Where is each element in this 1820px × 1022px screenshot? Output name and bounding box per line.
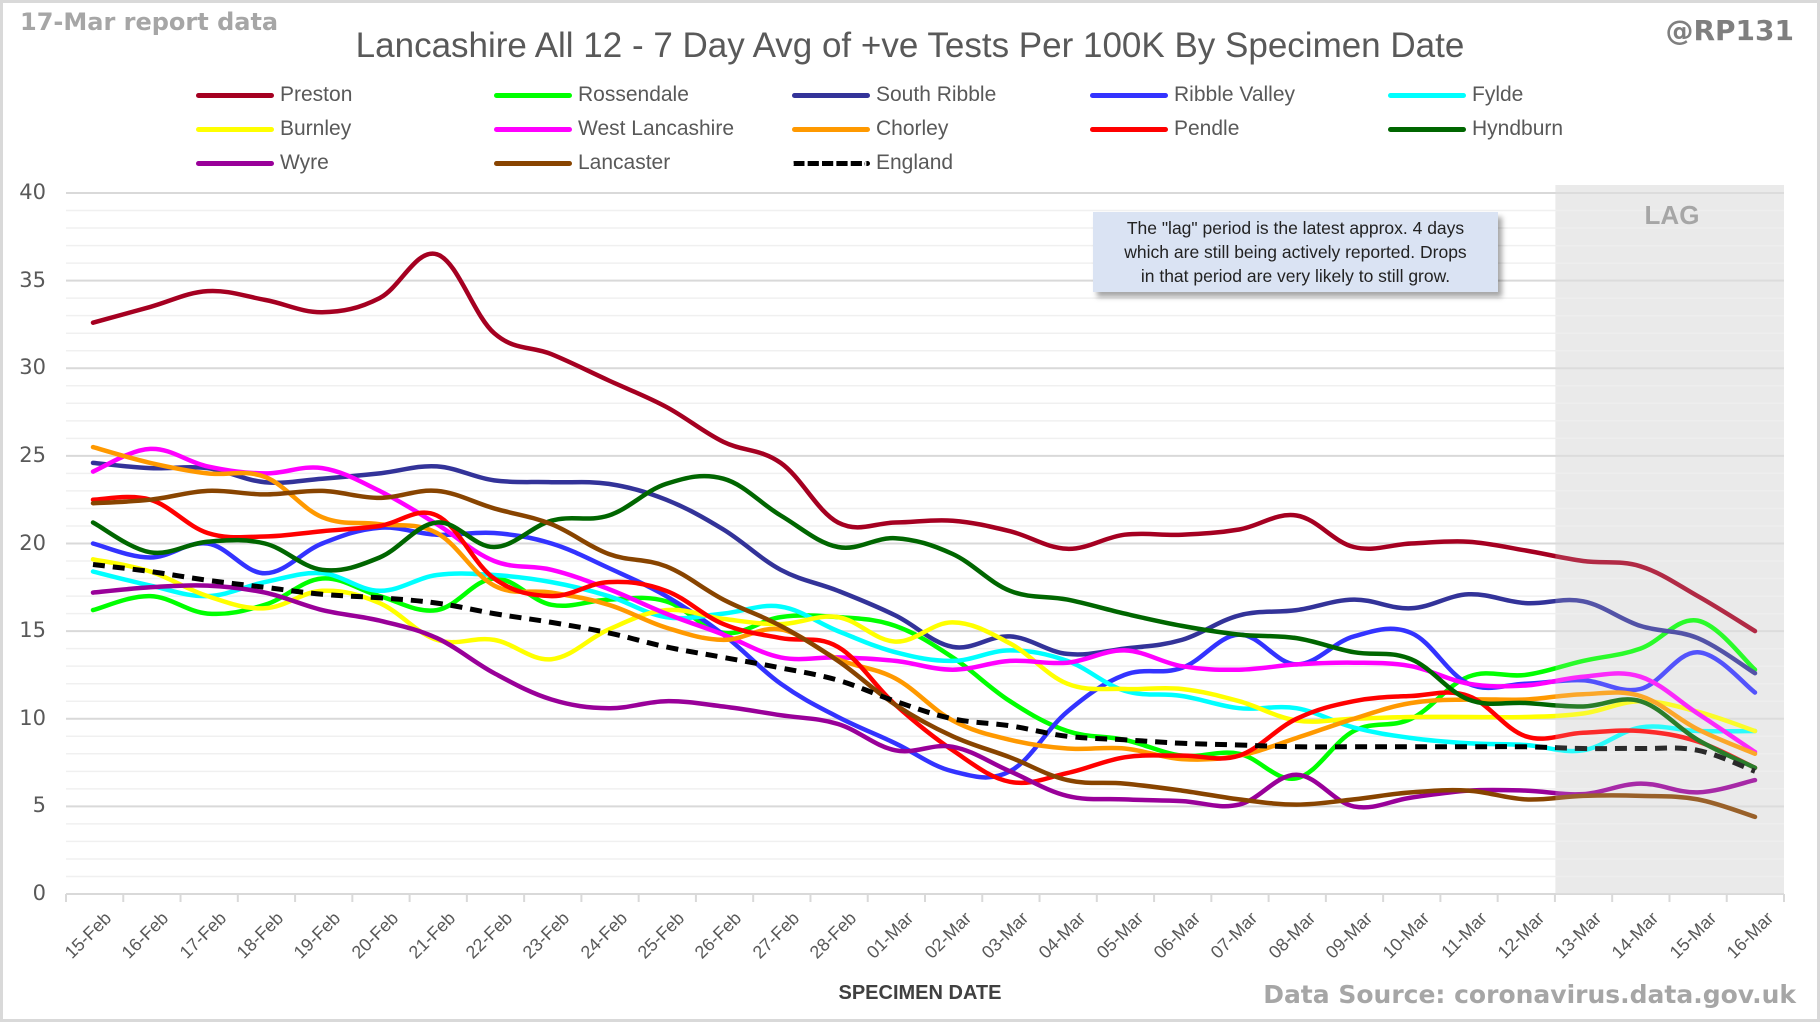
legend-label: Ribble Valley	[1174, 83, 1296, 106]
series-lines	[90, 251, 1758, 820]
legend-swatch	[1090, 126, 1168, 132]
legend-item: West Lancashire	[494, 114, 734, 144]
legend-label: Lancaster	[578, 151, 671, 174]
y-tick-label: 15	[19, 618, 46, 643]
x-axis	[65, 893, 1785, 902]
series-line-lancaster	[90, 488, 1758, 820]
lag-overlay-layer	[1555, 185, 1784, 894]
legend-label: Wyre	[280, 151, 329, 174]
lag-region	[1555, 185, 1784, 894]
report-date-label: 17-Mar report data	[20, 8, 279, 36]
legend-label: England	[876, 151, 954, 174]
y-tick-label: 25	[19, 442, 46, 467]
y-tick-label: 5	[32, 793, 46, 818]
chart-title: Lancashire All 12 - 7 Day Avg of +ve Tes…	[355, 26, 1465, 65]
legend-item: South Ribble	[792, 80, 996, 110]
legend-swatch	[1090, 92, 1168, 98]
gridlines	[66, 192, 1784, 878]
legend-swatch	[196, 92, 274, 98]
y-tick-label: 40	[19, 180, 46, 204]
series-line-pendle	[90, 494, 1758, 786]
legend-swatch	[1388, 92, 1466, 98]
legend-swatch	[792, 92, 870, 98]
legend-swatch	[494, 92, 572, 98]
legend-label: Chorley	[876, 117, 949, 140]
lag-note-box: The "lag" period is the latest approx. 4…	[1093, 212, 1498, 292]
lag-overlay	[1555, 185, 1784, 894]
series-line-preston	[90, 251, 1758, 634]
lag-note-line: in that period are very likely to still …	[1140, 266, 1451, 286]
legend-item: Fylde	[1388, 80, 1523, 110]
x-axis-title: SPECIMEN DATE	[838, 982, 1002, 1004]
legend-item: Hyndburn	[1388, 114, 1563, 144]
data-source-label: Data Source: coronavirus.data.gov.uk	[1263, 980, 1796, 1009]
series-line-burnley	[90, 557, 1758, 734]
legend-swatch	[494, 126, 572, 132]
series-line-wyre	[90, 583, 1758, 810]
series-line-fylde	[90, 569, 1758, 754]
legend-label: Hyndburn	[1472, 117, 1564, 140]
series-line-ribble-valley	[90, 525, 1758, 780]
author-handle: @RP131	[1665, 14, 1794, 47]
legend-label: Burnley	[280, 117, 352, 140]
legend-label: Pendle	[1174, 117, 1240, 140]
y-tick-label: 10	[19, 705, 46, 730]
legend-item: Ribble Valley	[1090, 80, 1295, 110]
legend-item: England	[792, 148, 953, 178]
lag-note-line: The "lag" period is the latest approx. 4…	[1126, 218, 1465, 238]
y-tick-label: 20	[19, 530, 46, 555]
lag-note-line: which are still being actively reported.…	[1124, 242, 1467, 262]
series-line-west-lancashire	[90, 446, 1758, 755]
legend-item: Lancaster	[494, 148, 670, 178]
legend-swatch	[196, 160, 274, 166]
lag-region-layer	[1555, 185, 1784, 894]
legend-label: Rossendale	[578, 83, 689, 106]
legend-item: Burnley	[196, 114, 351, 144]
y-tick-label: 30	[19, 355, 46, 380]
series-line-england	[92, 562, 1756, 774]
legend-swatch	[494, 160, 572, 166]
legend-swatch	[792, 160, 870, 166]
legend-swatch	[196, 126, 274, 132]
y-tick-label: 35	[19, 267, 46, 292]
legend-label: South Ribble	[876, 83, 997, 106]
legend-swatch	[1388, 126, 1466, 132]
legend-item: Rossendale	[494, 80, 689, 110]
legend-item: Chorley	[792, 114, 948, 144]
legend-label: West Lancashire	[578, 117, 735, 140]
lag-label: LAG	[1644, 200, 1700, 230]
legend-item: Preston	[196, 80, 352, 110]
legend-item: Wyre	[196, 148, 329, 178]
y-tick-label: 0	[32, 881, 46, 905]
legend-item: Pendle	[1090, 114, 1239, 144]
legend-label: Fylde	[1472, 83, 1524, 106]
legend-label: Preston	[280, 83, 353, 106]
legend-swatch	[792, 126, 870, 132]
series-line-hyndburn	[90, 473, 1758, 771]
